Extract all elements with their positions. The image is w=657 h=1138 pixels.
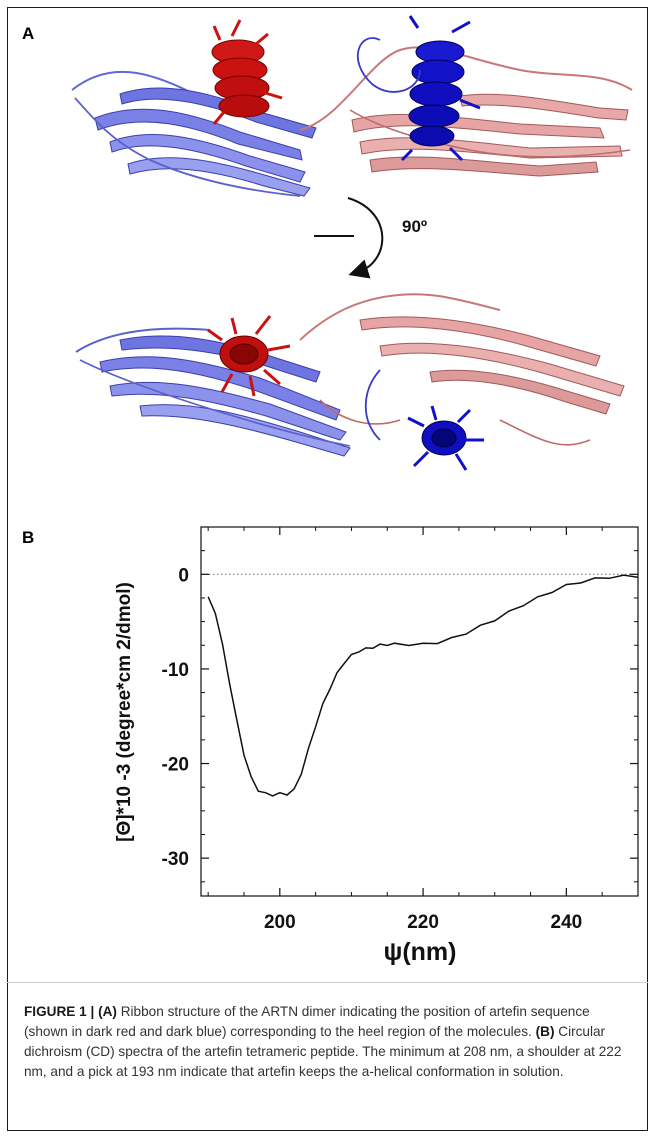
cd-spectrum-line	[207, 574, 639, 797]
blue-chain-sheet-top	[71, 70, 317, 197]
y-tick-label: 0	[178, 565, 189, 586]
x-axis-ticks: 200 220 240	[207, 527, 639, 933]
x-tick-label: 220	[407, 912, 439, 933]
red-helix-top	[211, 19, 283, 125]
x-tick-label: 200	[264, 912, 296, 933]
y-tick-label: -20	[162, 755, 189, 776]
caption-panel-a-ref: (A)	[98, 1004, 117, 1019]
caption-divider	[7, 982, 648, 983]
panel-b-label: B	[22, 528, 35, 547]
blue-helix-top	[356, 15, 481, 162]
red-helix-bottom	[207, 315, 291, 397]
figure-frame	[7, 7, 648, 1131]
caption-panel-b-ref: (B)	[535, 1024, 555, 1039]
pink-chain-sheet-top	[299, 46, 633, 177]
rotation-label: 90º	[402, 217, 427, 236]
pink-chain-sheet-bottom	[299, 293, 625, 446]
y-tick-label: -10	[162, 660, 189, 681]
caption-figure-label: FIGURE 1 |	[24, 1004, 95, 1019]
plot-frame	[200, 526, 639, 897]
cd-spectrum-chart: 200 220 240 0 -10 -20 -30 ψ(nm) [Θ]*10 -3 (de…	[114, 526, 639, 966]
y-axis-ticks: 0 -10 -20 -30	[162, 526, 638, 883]
ribbon-structure-bottom	[75, 293, 625, 471]
rotation-arrow-icon	[347, 197, 384, 279]
y-tick-label: -30	[162, 849, 189, 870]
blue-chain-sheet-bottom	[75, 327, 351, 457]
x-tick-label: 240	[551, 912, 583, 933]
blue-helix-bottom	[364, 369, 484, 471]
figure-caption: FIGURE 1 | (A) Ribbon structure of the A…	[24, 1002, 636, 1082]
x-axis-label: ψ(nm)	[384, 938, 457, 966]
panel-a-label: A	[22, 24, 35, 43]
caption-panel-a-text: Ribbon structure of the ARTN dimer indic…	[24, 1004, 590, 1039]
caption-panel-b-text: Circular dichroism (CD) spectra of the a…	[24, 1024, 622, 1079]
rotation-indicator: 90º	[314, 197, 427, 279]
y-axis-label: [Θ]*10 -3 (degree*cm 2/dmol)	[114, 582, 135, 842]
ribbon-structure-top	[71, 15, 633, 197]
